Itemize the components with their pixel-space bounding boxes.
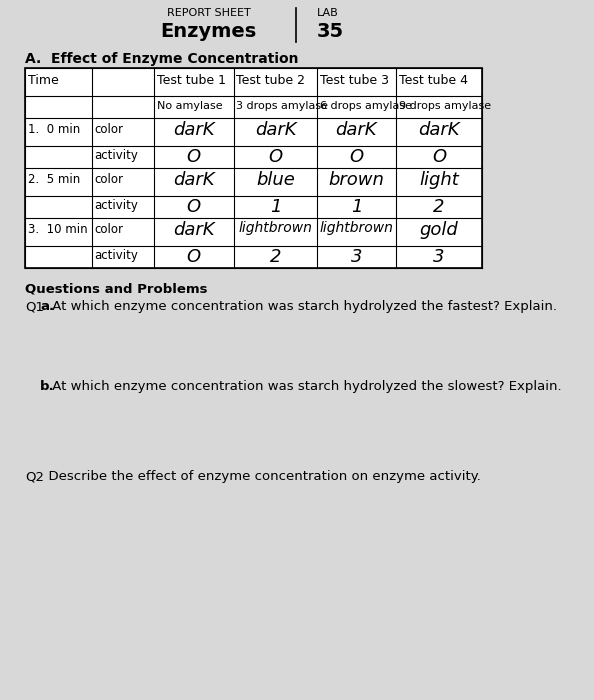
Text: 3 drops amylase: 3 drops amylase [236,101,328,111]
Text: 35: 35 [317,22,345,41]
Text: a.: a. [40,300,54,313]
Text: LAB: LAB [317,8,339,18]
Text: Q2: Q2 [25,470,44,483]
Text: gold: gold [419,221,459,239]
Text: At which enzyme concentration was starch hydrolyzed the slowest? Explain.: At which enzyme concentration was starch… [48,380,562,393]
Text: 3: 3 [350,248,362,266]
Text: REPORT SHEET: REPORT SHEET [167,8,251,18]
Text: darK: darK [173,121,214,139]
Text: O: O [187,198,201,216]
Text: Enzymes: Enzymes [160,22,257,41]
Text: light: light [419,171,459,189]
Text: 3.  10 min: 3. 10 min [27,223,87,236]
Text: darK: darK [173,171,214,189]
Text: O: O [268,148,283,166]
Text: Test tube 4: Test tube 4 [399,74,468,87]
Bar [25,68,482,268]
Text: A.  Effect of Enzyme Concentration: A. Effect of Enzyme Concentration [25,52,299,66]
Text: darK: darK [173,221,214,239]
Text: b.: b. [40,380,55,393]
Text: activity: activity [94,199,138,212]
Text: brown: brown [328,171,384,189]
Text: 6 drops amylase: 6 drops amylase [320,101,412,111]
Text: Q1: Q1 [25,300,44,313]
Text: 2: 2 [433,198,445,216]
Text: 9 drops amylase: 9 drops amylase [399,101,491,111]
Text: darK: darK [336,121,377,139]
Text: 2.  5 min: 2. 5 min [27,173,80,186]
Text: darK: darK [418,121,460,139]
Text: 1: 1 [270,198,281,216]
Text: Describe the effect of enzyme concentration on enzyme activity.: Describe the effect of enzyme concentrat… [40,470,481,483]
Text: Test tube 2: Test tube 2 [236,74,305,87]
Text: color: color [94,123,124,136]
Text: Questions and Problems: Questions and Problems [25,282,207,295]
Text: 3: 3 [433,248,445,266]
Text: lightbrown: lightbrown [239,221,312,235]
Text: O: O [349,148,364,166]
Text: color: color [94,223,124,236]
Text: At which enzyme concentration was starch hydrolyzed the fastest? Explain.: At which enzyme concentration was starch… [48,300,557,313]
Text: darK: darK [255,121,296,139]
Text: Test tube 1: Test tube 1 [157,74,226,87]
Text: 1.  0 min: 1. 0 min [27,123,80,136]
Text: 2: 2 [270,248,281,266]
Text: Time: Time [27,74,58,87]
Text: color: color [94,173,124,186]
Text: Test tube 3: Test tube 3 [320,74,388,87]
Text: 1: 1 [350,198,362,216]
Text: activity: activity [94,249,138,262]
Text: No amylase: No amylase [157,101,223,111]
Text: blue: blue [256,171,295,189]
Text: activity: activity [94,149,138,162]
Text: lightbrown: lightbrown [320,221,393,235]
Text: O: O [432,148,446,166]
Text: O: O [187,248,201,266]
Text: O: O [187,148,201,166]
